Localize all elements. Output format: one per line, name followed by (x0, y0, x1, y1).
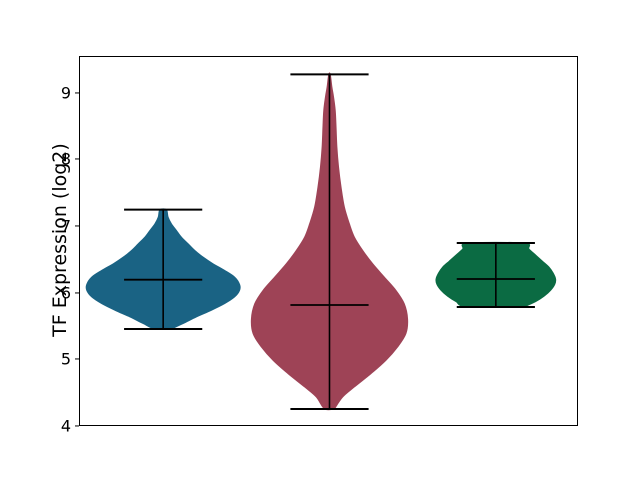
y-tick-mark (75, 358, 79, 360)
violin-1 (85, 208, 241, 330)
plot-canvas (85, 72, 557, 411)
violin-2 (250, 72, 409, 411)
y-tick-label: 5 (60, 349, 71, 369)
y-tick-mark (75, 225, 79, 227)
y-tick-label: 9 (60, 83, 71, 103)
y-tick-label: 8 (60, 149, 71, 169)
violin-3 (435, 241, 557, 308)
y-tick-label: 4 (60, 416, 71, 436)
plot-axes (79, 56, 578, 426)
y-tick-mark (75, 92, 79, 94)
y-axis-label: TF Expression (log2) (49, 143, 71, 337)
y-tick-mark (75, 158, 79, 160)
y-tick-mark (75, 292, 79, 294)
y-tick-label: 7 (60, 216, 71, 236)
y-tick-label: 6 (60, 283, 71, 303)
y-tick-mark (75, 425, 79, 427)
